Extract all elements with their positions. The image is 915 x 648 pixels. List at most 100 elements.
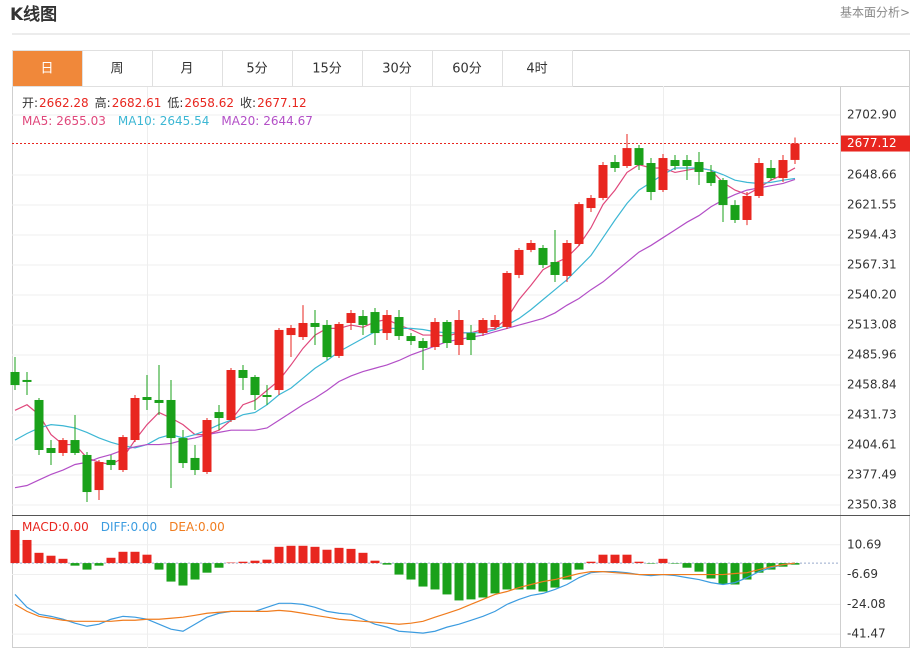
legend-value: 0.00 xyxy=(198,520,225,534)
macd-bar xyxy=(82,563,92,570)
macd-bar xyxy=(382,563,392,565)
macd-bar xyxy=(598,554,608,564)
candle-body xyxy=(478,319,488,334)
macd-bar xyxy=(478,563,488,598)
candle-body xyxy=(610,162,620,168)
y-tick-label: -24.08 xyxy=(847,597,886,611)
candle-body xyxy=(370,312,380,334)
legend-value: 0.00 xyxy=(62,520,89,534)
candle-body xyxy=(190,457,200,471)
candle-body xyxy=(10,371,20,386)
candle-body xyxy=(130,397,140,441)
macd-bar xyxy=(394,563,404,575)
y-tick-label: -41.47 xyxy=(847,627,886,641)
legend-value: 0.00 xyxy=(130,520,157,534)
candle-body xyxy=(562,242,572,276)
tab[interactable] xyxy=(502,50,573,87)
tab[interactable] xyxy=(222,50,293,87)
candle-body xyxy=(406,336,416,342)
macd-bar xyxy=(574,563,584,570)
candle-body xyxy=(694,162,704,172)
candle-body xyxy=(34,399,44,450)
info-value: 2682.61 xyxy=(112,96,162,110)
macd-bar xyxy=(754,563,764,573)
tab-label[interactable]: 日 xyxy=(40,62,53,77)
macd-bar xyxy=(706,563,716,579)
candle-body xyxy=(298,322,308,338)
candle-body xyxy=(466,333,476,341)
macd-bar xyxy=(34,552,44,564)
candle-body xyxy=(526,242,536,250)
info-label: 高: xyxy=(95,95,111,110)
macd-bar xyxy=(310,546,320,564)
tab-label[interactable]: 60分 xyxy=(452,62,482,77)
macd-bar xyxy=(538,563,548,592)
ohlc-info: 开:2662.28 高:2682.61 低:2658.62 收:2677.12 xyxy=(22,95,307,110)
macd-bar xyxy=(274,546,284,564)
candle-body xyxy=(334,323,344,356)
tab-label[interactable]: 4时 xyxy=(526,62,547,77)
candle-body xyxy=(310,322,320,327)
tab-label[interactable]: 周 xyxy=(110,62,123,77)
macd-bar xyxy=(118,551,128,564)
tab[interactable] xyxy=(152,50,223,87)
tab-label[interactable]: 30分 xyxy=(382,62,412,77)
info-value: 2662.28 xyxy=(39,96,89,110)
candle-body xyxy=(598,165,608,198)
macd-bar xyxy=(190,563,200,580)
macd-bar xyxy=(226,562,236,564)
series-line xyxy=(14,562,796,625)
tab-label[interactable]: 15分 xyxy=(312,62,342,77)
legend-label: MACD: xyxy=(22,520,62,534)
candle-body xyxy=(358,316,368,325)
candle-body xyxy=(430,321,440,347)
candle-body xyxy=(22,379,32,382)
tab-label[interactable]: 月 xyxy=(180,62,193,77)
candle-body xyxy=(286,327,296,336)
macd-bar xyxy=(550,563,560,588)
macd-bar xyxy=(586,561,596,564)
macd-bar xyxy=(610,554,620,564)
macd-bar xyxy=(454,563,464,601)
macd-bar xyxy=(430,563,440,590)
candle-body xyxy=(166,399,176,439)
y-tick-label: 2485.96 xyxy=(847,348,897,362)
y-tick-label: 2350.38 xyxy=(847,497,897,511)
macd-bar xyxy=(298,545,308,564)
candle-body xyxy=(82,454,92,493)
y-tick-label: 2648.66 xyxy=(847,168,897,182)
candle-body xyxy=(490,319,500,327)
tab[interactable] xyxy=(12,50,83,87)
candle-body xyxy=(346,313,356,323)
macd-bar xyxy=(214,563,224,568)
candle-body xyxy=(742,195,752,220)
legend-label: DEA: xyxy=(169,520,198,534)
candle-body xyxy=(514,249,524,275)
legend-label: MA5: xyxy=(22,114,52,128)
candle-body xyxy=(586,197,596,209)
info-value: 2658.62 xyxy=(184,96,234,110)
macd-bar xyxy=(406,563,416,580)
candle-body xyxy=(550,262,560,275)
last-price-label: 2677.12 xyxy=(847,136,897,150)
candle-body xyxy=(790,143,800,160)
candle-body xyxy=(262,395,272,397)
candle-body xyxy=(718,180,728,206)
macd-bar xyxy=(238,561,248,564)
legend-value: 2644.67 xyxy=(263,114,313,128)
candle-body xyxy=(646,163,656,192)
tab[interactable] xyxy=(292,50,363,87)
tab[interactable] xyxy=(82,50,153,87)
fundamental-link[interactable]: 基本面分析> xyxy=(840,6,910,20)
y-tick-label: 2621.55 xyxy=(847,197,897,211)
candle-body xyxy=(142,396,152,400)
macd-bar xyxy=(202,563,212,573)
tab-label[interactable]: 5分 xyxy=(246,62,267,77)
series-line xyxy=(14,178,796,489)
y-tick-label: 2404.61 xyxy=(847,438,897,452)
legend-label: MA20: xyxy=(221,114,259,128)
macd-bar xyxy=(358,552,368,564)
macd-bar xyxy=(262,559,272,564)
candle-body xyxy=(178,438,188,464)
